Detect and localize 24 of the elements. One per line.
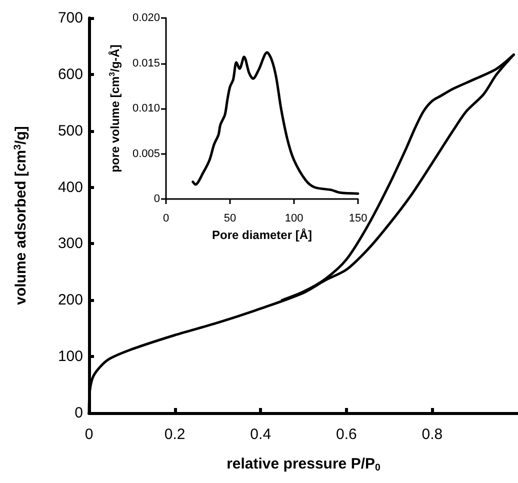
y-tick-label: 400 (58, 178, 83, 196)
y-tick-label: 300 (58, 235, 83, 252)
y-tick-label: 0 (74, 404, 83, 422)
x-tick-label: 0.6 (336, 426, 357, 443)
y-tick-label: 0.020 (132, 12, 160, 24)
y-axis-title: volume adsorbed [cm3/g] (12, 126, 30, 305)
x-tick-label: 100 (284, 212, 304, 224)
x-axis-title: Pore diameter [Å] (212, 228, 312, 242)
y-tick-label: 0.015 (132, 57, 160, 70)
x-tick-label: 150 (348, 212, 368, 224)
y-tick-label: 0 (154, 193, 160, 205)
x-tick-label: 0.2 (164, 426, 186, 443)
y-tick-label: 700 (58, 10, 83, 26)
y-tick-label: 200 (58, 292, 83, 309)
y-tick-label: 100 (58, 348, 83, 366)
x-tick-label: 50 (224, 212, 236, 224)
x-tick-label: 0.4 (250, 426, 272, 443)
x-tick-label: 0.8 (422, 426, 443, 443)
y-tick-label: 0.005 (132, 148, 160, 160)
y-tick-label: 0.010 (132, 102, 160, 114)
x-tick-label: 0 (162, 212, 170, 224)
y-tick-label: 600 (58, 66, 83, 83)
x-tick-label: 0 (84, 426, 94, 443)
y-tick-label: 500 (58, 122, 83, 140)
